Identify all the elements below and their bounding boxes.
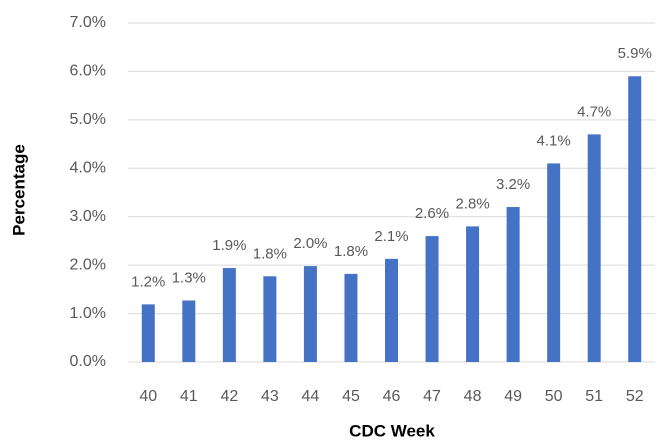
y-tick-label: 3.0% [70, 208, 106, 225]
bar [587, 134, 601, 362]
y-tick-label: 7.0% [70, 14, 106, 31]
value-label: 2.0% [293, 235, 327, 252]
x-tick-label: 47 [423, 388, 441, 405]
x-tick-label: 50 [545, 388, 563, 405]
x-tick-label: 48 [464, 388, 482, 405]
bar [547, 163, 561, 362]
x-tick-label: 42 [220, 388, 238, 405]
bar [506, 207, 520, 362]
value-label: 5.9% [618, 45, 652, 62]
bar [303, 266, 317, 362]
value-label: 1.2% [131, 273, 165, 290]
bar [344, 273, 358, 362]
value-label: 1.3% [172, 269, 206, 286]
y-tick-label: 4.0% [70, 160, 106, 177]
y-tick-label: 0.0% [70, 353, 106, 370]
x-axis-title: CDC Week [349, 421, 435, 440]
bar [466, 226, 480, 362]
x-tick-label: 52 [626, 388, 644, 405]
x-tick-label: 45 [342, 388, 360, 405]
bar [425, 236, 439, 362]
value-label: 1.8% [253, 245, 287, 262]
bar [628, 76, 642, 363]
x-tick-label: 40 [139, 388, 157, 405]
x-tick-label: 41 [180, 388, 198, 405]
x-tick-label: 44 [302, 388, 320, 405]
x-tick-label: 49 [504, 388, 522, 405]
y-tick-label: 6.0% [70, 63, 106, 80]
bar [222, 268, 236, 362]
value-label: 4.1% [537, 132, 571, 149]
value-label: 1.9% [212, 237, 246, 254]
value-label: 1.8% [334, 243, 368, 260]
value-label: 2.1% [374, 228, 408, 245]
y-axis-title: Percentage [9, 144, 28, 236]
value-label: 2.6% [415, 205, 449, 222]
bar [141, 304, 155, 362]
y-tick-label: 5.0% [70, 111, 106, 128]
bar [385, 258, 398, 362]
x-tick-label: 46 [383, 388, 401, 405]
y-tick-label: 2.0% [70, 256, 106, 273]
bar [182, 300, 196, 362]
value-label: 2.8% [455, 195, 489, 212]
bar [263, 276, 277, 362]
x-tick-label: 43 [261, 388, 279, 405]
y-tick-label: 1.0% [70, 305, 106, 322]
value-label: 3.2% [496, 176, 530, 193]
value-label: 4.7% [577, 103, 611, 120]
x-tick-label: 51 [585, 388, 603, 405]
